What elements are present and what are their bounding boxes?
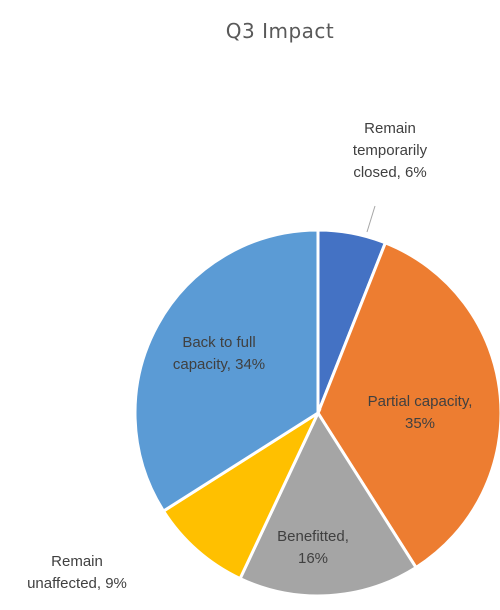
leader-line-remain-temporarily-closed — [366, 205, 376, 233]
data-label-remain-temporarily-closed: Remain temporarily closed, 6% — [353, 120, 428, 181]
pie-slices — [133, 228, 500, 598]
data-label-line: Benefitted, — [277, 528, 349, 545]
data-label-line: temporarily — [353, 142, 428, 159]
slice-back-to-full-capacity — [133, 228, 320, 514]
data-label-line: unaffected, 9% — [27, 575, 127, 592]
data-label-line: Remain — [364, 120, 416, 137]
slice-partial-capacity — [316, 240, 500, 570]
data-label-line: 35% — [405, 415, 435, 432]
data-label-remain-unaffected: Remain unaffected, 9% — [27, 553, 127, 592]
data-label-line: Partial capacity, — [368, 393, 473, 410]
data-label-partial-capacity: Partial capacity, 35% — [368, 393, 473, 432]
data-label-line: 16% — [298, 550, 328, 567]
data-label-back-to-full-capacity: Back to full capacity, 34% — [173, 334, 265, 373]
data-label-line: closed, 6% — [353, 164, 426, 181]
data-labels: Remain temporarily closed, 6% Partial capac… — [27, 120, 472, 592]
data-label-line: capacity, 34% — [173, 356, 265, 373]
data-label-line: Remain — [51, 553, 103, 570]
slice-benefitted — [238, 409, 419, 598]
chart-title: Q3 Impact — [226, 19, 335, 43]
slice-remain-unaffected — [161, 408, 322, 581]
data-label-benefitted: Benefitted, 16% — [277, 528, 349, 567]
leader-lines — [366, 205, 376, 233]
data-label-line: Back to full — [182, 334, 255, 351]
